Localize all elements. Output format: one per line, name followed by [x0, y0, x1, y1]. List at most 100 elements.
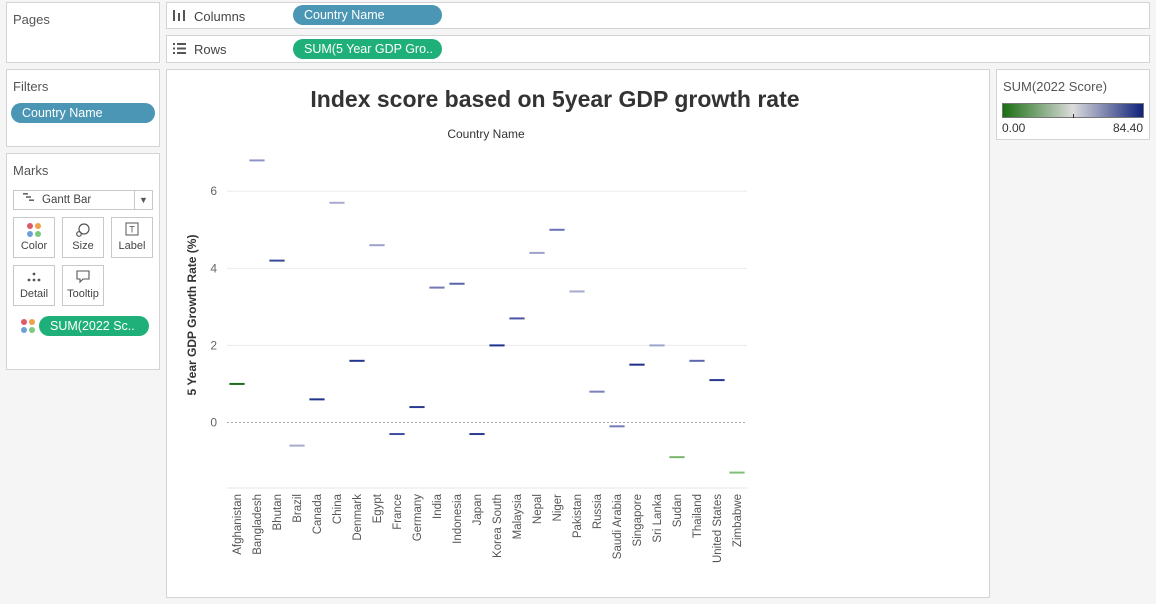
- x-tick-label: Niger: [552, 494, 564, 522]
- x-tick-label: France: [392, 494, 404, 530]
- x-tick-label: Brazil: [292, 494, 304, 523]
- chart-title: Index score based on 5year GDP growth ra…: [310, 86, 799, 112]
- chart-card: Index score based on 5year GDP growth ra…: [166, 69, 990, 598]
- y-axis-ticks: 0 2 4 6: [210, 184, 217, 429]
- label-label: Label: [118, 240, 146, 252]
- gantt-bar[interactable]: [589, 390, 605, 393]
- marks-card: Marks Gantt Bar ▼ Color Size T Label Det…: [6, 153, 160, 370]
- detail-label: Detail: [19, 288, 49, 300]
- y-tick-label: 4: [210, 261, 217, 275]
- gantt-bar[interactable]: [509, 317, 525, 320]
- marks-title: Marks: [13, 163, 49, 178]
- gantt-bar[interactable]: [609, 425, 625, 428]
- x-tick-label: Pakistan: [572, 494, 584, 538]
- filter-country-name-pill[interactable]: Country Name: [11, 103, 155, 123]
- gantt-bar[interactable]: [329, 201, 345, 204]
- tooltip-icon: [63, 266, 103, 288]
- gantt-bar[interactable]: [689, 359, 705, 362]
- gantt-bar[interactable]: [409, 406, 425, 409]
- color-legend: SUM(2022 Score) 0.00 84.40: [996, 69, 1150, 140]
- label-button[interactable]: T Label: [111, 217, 153, 258]
- gantt-bar[interactable]: [529, 251, 545, 254]
- y-axis-title: 5 Year GDP Growth Rate (%): [185, 235, 199, 396]
- mark-type-dropdown[interactable]: Gantt Bar ▼: [13, 190, 153, 210]
- gantt-bar[interactable]: [469, 433, 485, 436]
- columns-country-name-pill[interactable]: Country Name: [293, 5, 442, 25]
- x-axis-ticks: Afghanistan Bangladesh Bhutan Brazil Canada C…: [232, 493, 744, 563]
- x-tick-label: Afghanistan: [232, 494, 244, 555]
- columns-icon: [173, 9, 187, 24]
- filters-title: Filters: [13, 79, 49, 94]
- tooltip-button[interactable]: Tooltip: [62, 265, 104, 306]
- color-encoding-icon: [20, 318, 36, 339]
- columns-shelf[interactable]: Columns Country Name: [166, 2, 1150, 29]
- x-tick-label: Bangladesh: [252, 494, 264, 555]
- gantt-bar[interactable]: [429, 286, 445, 289]
- x-tick-label: Egypt: [372, 493, 384, 523]
- color-label: Color: [20, 240, 48, 252]
- gantt-bar[interactable]: [549, 228, 565, 231]
- x-tick-label: India: [432, 493, 444, 519]
- rows-label: Rows: [194, 42, 227, 57]
- gantt-bar[interactable]: [369, 244, 385, 247]
- gantt-bar[interactable]: [489, 344, 505, 347]
- x-tick-label: Germany: [412, 494, 424, 542]
- gantt-bar[interactable]: [709, 379, 725, 382]
- pages-title: Pages: [13, 12, 50, 27]
- gantt-bar[interactable]: [569, 290, 585, 293]
- x-tick-label: Canada: [312, 493, 324, 534]
- gantt-bar[interactable]: [669, 456, 685, 459]
- svg-text:T: T: [129, 225, 135, 235]
- tooltip-label: Tooltip: [67, 288, 99, 300]
- size-icon: [63, 218, 103, 240]
- x-tick-label: United States: [712, 494, 724, 563]
- mark-type-value: Gantt Bar: [42, 194, 92, 206]
- x-tick-label: Thailand: [692, 494, 704, 538]
- gantt-bar-icon: [23, 191, 35, 209]
- x-axis-title: Country Name: [447, 127, 525, 141]
- color-icon: [14, 218, 54, 240]
- x-tick-label: Zimbabwe: [732, 494, 744, 547]
- x-tick-label: Sudan: [672, 494, 684, 527]
- x-tick-label: Malaysia: [512, 493, 524, 539]
- x-tick-label: Singapore: [632, 494, 644, 546]
- color-button[interactable]: Color: [13, 217, 55, 258]
- legend-title: SUM(2022 Score): [1003, 79, 1108, 94]
- x-tick-label: Indonesia: [452, 493, 464, 543]
- gantt-bar[interactable]: [349, 359, 365, 362]
- detail-icon: [14, 266, 54, 288]
- pages-card: Pages: [6, 2, 160, 63]
- gantt-bar[interactable]: [649, 344, 665, 347]
- chevron-down-icon: ▼: [134, 191, 152, 209]
- rows-gdp-growth-pill[interactable]: SUM(5 Year GDP Gro..: [293, 39, 442, 59]
- gantt-bar[interactable]: [309, 398, 325, 401]
- gantt-bar[interactable]: [449, 282, 465, 285]
- y-tick-label: 2: [210, 338, 217, 352]
- gantt-bar[interactable]: [629, 363, 645, 366]
- gridlines: [227, 190, 747, 489]
- gantt-bar[interactable]: [289, 444, 305, 447]
- color-2022-score-pill[interactable]: SUM(2022 Sc..: [39, 316, 149, 336]
- x-tick-label: Denmark: [352, 494, 364, 541]
- columns-label: Columns: [194, 9, 246, 24]
- rows-label-wrap: Rows: [173, 42, 227, 57]
- x-tick-label: Japan: [472, 494, 484, 525]
- gantt-bar[interactable]: [389, 433, 405, 436]
- x-tick-label: Saudi Arabia: [612, 493, 624, 559]
- gantt-bar[interactable]: [729, 471, 745, 474]
- columns-label-wrap: Columns: [173, 9, 245, 24]
- gantt-bar[interactable]: [229, 382, 245, 385]
- y-tick-label: 0: [210, 415, 217, 429]
- size-button[interactable]: Size: [62, 217, 104, 258]
- gantt-chart: Index score based on 5year GDP growth ra…: [185, 86, 800, 563]
- legend-min: 0.00: [1002, 121, 1026, 135]
- gantt-bar[interactable]: [249, 159, 265, 162]
- gantt-bar[interactable]: [269, 259, 285, 262]
- detail-button[interactable]: Detail: [13, 265, 55, 306]
- rows-shelf[interactable]: Rows SUM(5 Year GDP Gro..: [166, 35, 1150, 63]
- y-tick-label: 6: [210, 184, 217, 198]
- legend-max: 84.40: [1112, 121, 1143, 135]
- x-tick-label: Bhutan: [272, 494, 284, 530]
- x-tick-label: China: [332, 493, 344, 524]
- label-icon: T: [112, 218, 152, 240]
